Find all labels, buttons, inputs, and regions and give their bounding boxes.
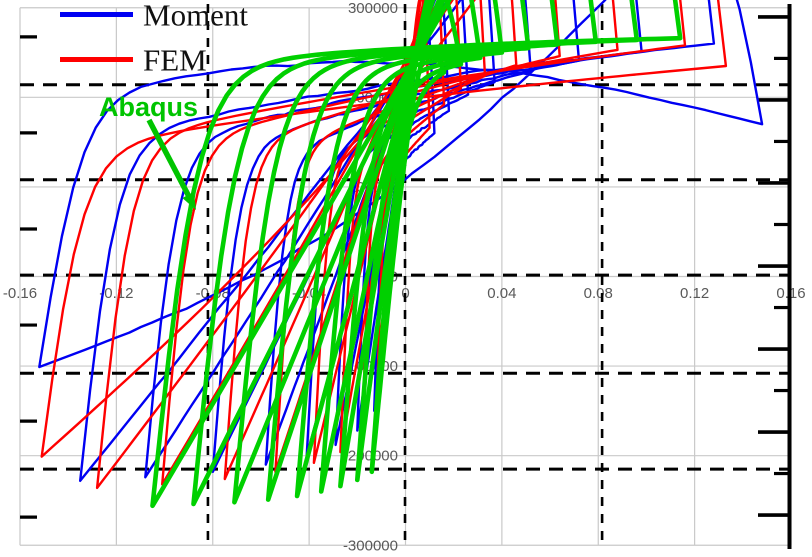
- series-abaqus-loop: [150, 0, 683, 509]
- x-tick-label: -0.16: [3, 285, 37, 302]
- y-tick-label: 0: [390, 269, 398, 286]
- x-tick-label: 0.08: [584, 285, 613, 302]
- series-fem-loop: [161, 0, 619, 486]
- legend-label-fem: FEM: [143, 43, 207, 78]
- annotation-arrow-line: [146, 118, 193, 200]
- series-fem-loop: [274, 0, 518, 473]
- series-moment-loop: [38, 0, 764, 369]
- x-tick-label: 0.04: [487, 285, 516, 302]
- y-tick-label: -300000: [343, 537, 398, 554]
- series-fem-loop: [223, 0, 561, 481]
- series-fem-loop: [40, 0, 728, 458]
- annotation-arrowhead-icon: [182, 191, 196, 210]
- x-tick-label: -0.12: [99, 285, 133, 302]
- y-tick-label: 300000: [348, 0, 398, 17]
- x-tick-label: 0.12: [680, 285, 709, 302]
- legend-label-moment: Moment: [143, 0, 248, 33]
- annotation-label: Abaqus: [99, 92, 198, 122]
